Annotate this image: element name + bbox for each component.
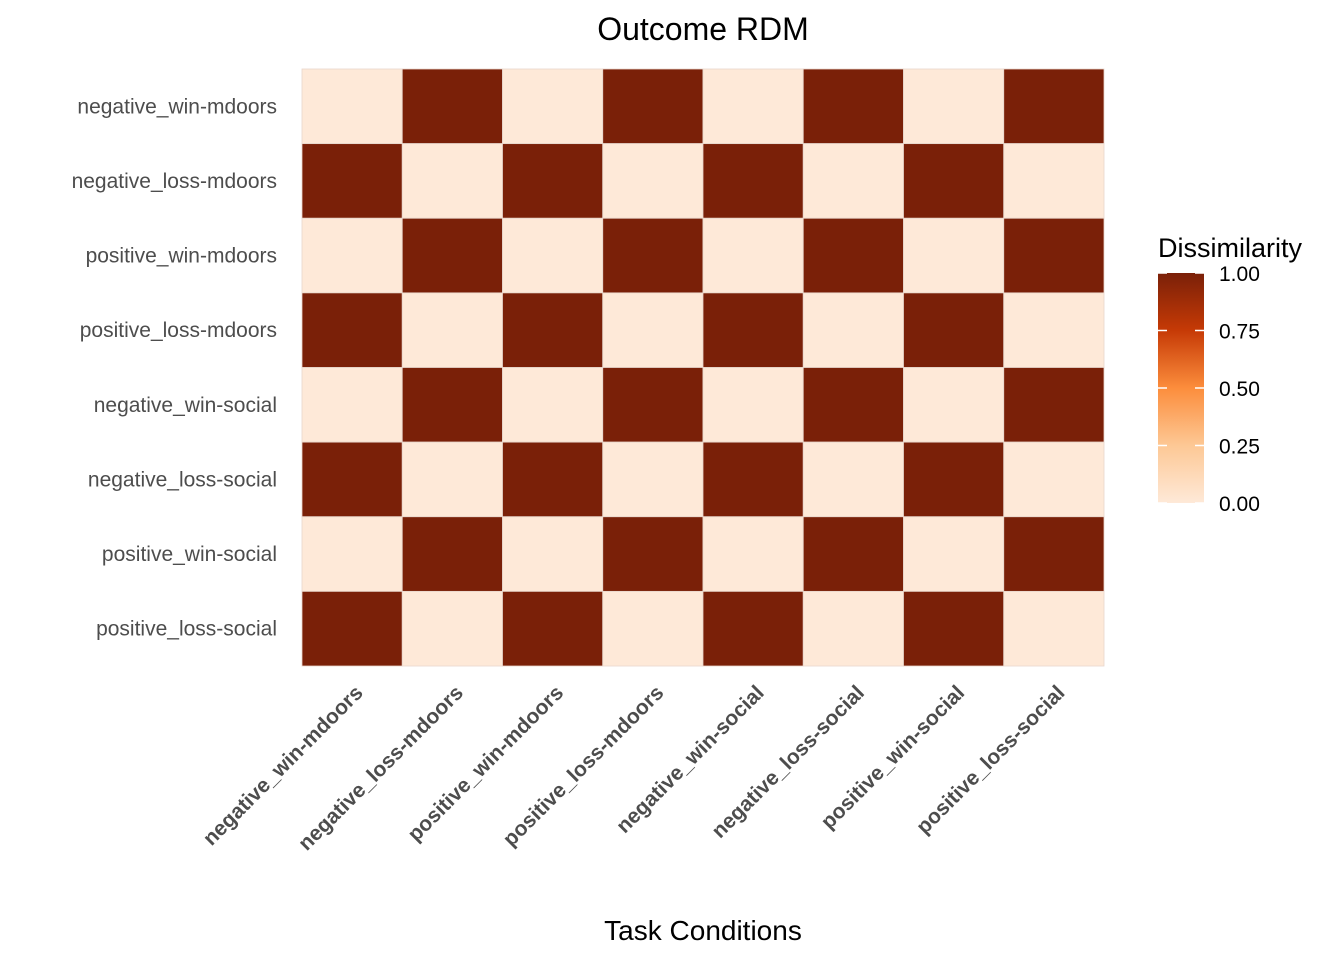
y-tick-label: positive_win-mdoors: [86, 245, 277, 268]
heatmap-cell: [1003, 143, 1105, 219]
heatmap-cell: [301, 68, 403, 145]
heatmap-cell: [401, 590, 503, 667]
heatmap-cell: [602, 217, 704, 294]
heatmap-cell: [401, 516, 503, 592]
x-axis-label: Task Conditions: [604, 915, 802, 946]
heatmap-cell: [903, 590, 1005, 667]
legend-tick-label: 0.00: [1219, 493, 1260, 516]
heatmap-cell: [301, 590, 403, 667]
heatmap-cell: [802, 590, 904, 667]
heatmap-cell: [1003, 367, 1105, 443]
heatmap-cell: [802, 292, 904, 368]
legend-tick-label: 0.25: [1219, 436, 1260, 459]
heatmap-cell: [903, 367, 1005, 443]
heatmap-cell: [702, 143, 804, 219]
heatmap-cell: [301, 292, 403, 368]
y-axis-ticks: negative_win-mdoors negative_loss-mdoorsp…: [72, 95, 277, 640]
heatmap-cell: [702, 367, 804, 443]
heatmap-cell: [602, 590, 704, 667]
heatmap-cell: [903, 143, 1005, 219]
x-tick-label: negative_loss-mdoors: [294, 681, 468, 855]
heatmap-cell: [802, 516, 904, 592]
heatmap-cell: [602, 143, 704, 219]
heatmap-cell: [602, 516, 704, 592]
heatmap-cell: [1003, 68, 1105, 145]
heatmap-cell: [401, 143, 503, 219]
heatmap-cell: [602, 292, 704, 368]
heatmap-cell: [702, 441, 804, 518]
heatmap-cell: [702, 292, 804, 368]
heatmap-cell: [903, 217, 1005, 294]
heatmap-cell: [802, 441, 904, 518]
heatmap-cell: [502, 292, 604, 368]
heatmap-cell: [903, 441, 1005, 518]
heatmap-cell: [802, 68, 904, 145]
heatmap-cell: [802, 367, 904, 443]
heatmap-cell: [502, 441, 604, 518]
y-tick-label: negative_loss-social: [88, 468, 277, 491]
heatmap-cells: [301, 68, 1105, 667]
heatmap-cell: [702, 217, 804, 294]
heatmap-cell: [702, 590, 804, 667]
heatmap-cell: [301, 516, 403, 592]
x-tick-label: positive_loss-mdoors: [499, 681, 669, 851]
y-tick-label: negative_loss-mdoors: [72, 170, 277, 193]
y-tick-label: positive_loss-social: [96, 618, 277, 641]
heatmap-cell: [401, 217, 503, 294]
heatmap-cell: [401, 367, 503, 443]
heatmap-cell: [602, 441, 704, 518]
heatmap-cell: [1003, 217, 1105, 294]
heatmap-cell: [903, 292, 1005, 368]
y-tick-label: negative_win-social: [94, 394, 277, 417]
heatmap-cell: [502, 143, 604, 219]
heatmap-cell: [702, 516, 804, 592]
heatmap-cell: [602, 68, 704, 145]
heatmap-cell: [301, 143, 403, 219]
y-tick-label: positive_win-social: [102, 543, 277, 566]
legend-title: Dissimilarity: [1158, 233, 1302, 263]
heatmap-cell: [502, 516, 604, 592]
heatmap-cell: [903, 68, 1005, 145]
chart-title: Outcome RDM: [597, 11, 809, 47]
legend-tick-label: 0.75: [1219, 321, 1260, 344]
heatmap-cell: [1003, 292, 1105, 368]
heatmap-cell: [1003, 516, 1105, 592]
heatmap-cell: [802, 217, 904, 294]
x-axis-ticks: negative_win-mdoorsnegative_loss-mdoorsp…: [199, 681, 1070, 855]
heatmap-cell: [502, 68, 604, 145]
heatmap-cell: [401, 68, 503, 145]
heatmap-cell: [903, 516, 1005, 592]
heatmap-cell: [1003, 441, 1105, 518]
y-tick-label: negative_win-mdoors: [77, 95, 277, 118]
heatmap-cell: [301, 217, 403, 294]
legend-tick-label: 1.00: [1219, 263, 1260, 286]
legend-tick-label: 0.50: [1219, 378, 1260, 401]
heatmap-cell: [301, 367, 403, 443]
y-tick-label: positive_loss-mdoors: [80, 319, 277, 342]
color-legend: Dissimilarity 0.00 0.25 0.50 0.75 1.00: [1158, 233, 1302, 516]
heatmap-cell: [602, 367, 704, 443]
heatmap-cell: [1003, 590, 1105, 667]
heatmap-cell: [502, 367, 604, 443]
heatmap-cell: [401, 441, 503, 518]
heatmap-cell: [702, 68, 804, 145]
heatmap-cell: [301, 441, 403, 518]
heatmap-cell: [401, 292, 503, 368]
heatmap-cell: [502, 217, 604, 294]
x-tick-label: negative_win-mdoors: [199, 681, 368, 850]
heatmap-cell: [802, 143, 904, 219]
heatmap-cell: [502, 590, 604, 667]
